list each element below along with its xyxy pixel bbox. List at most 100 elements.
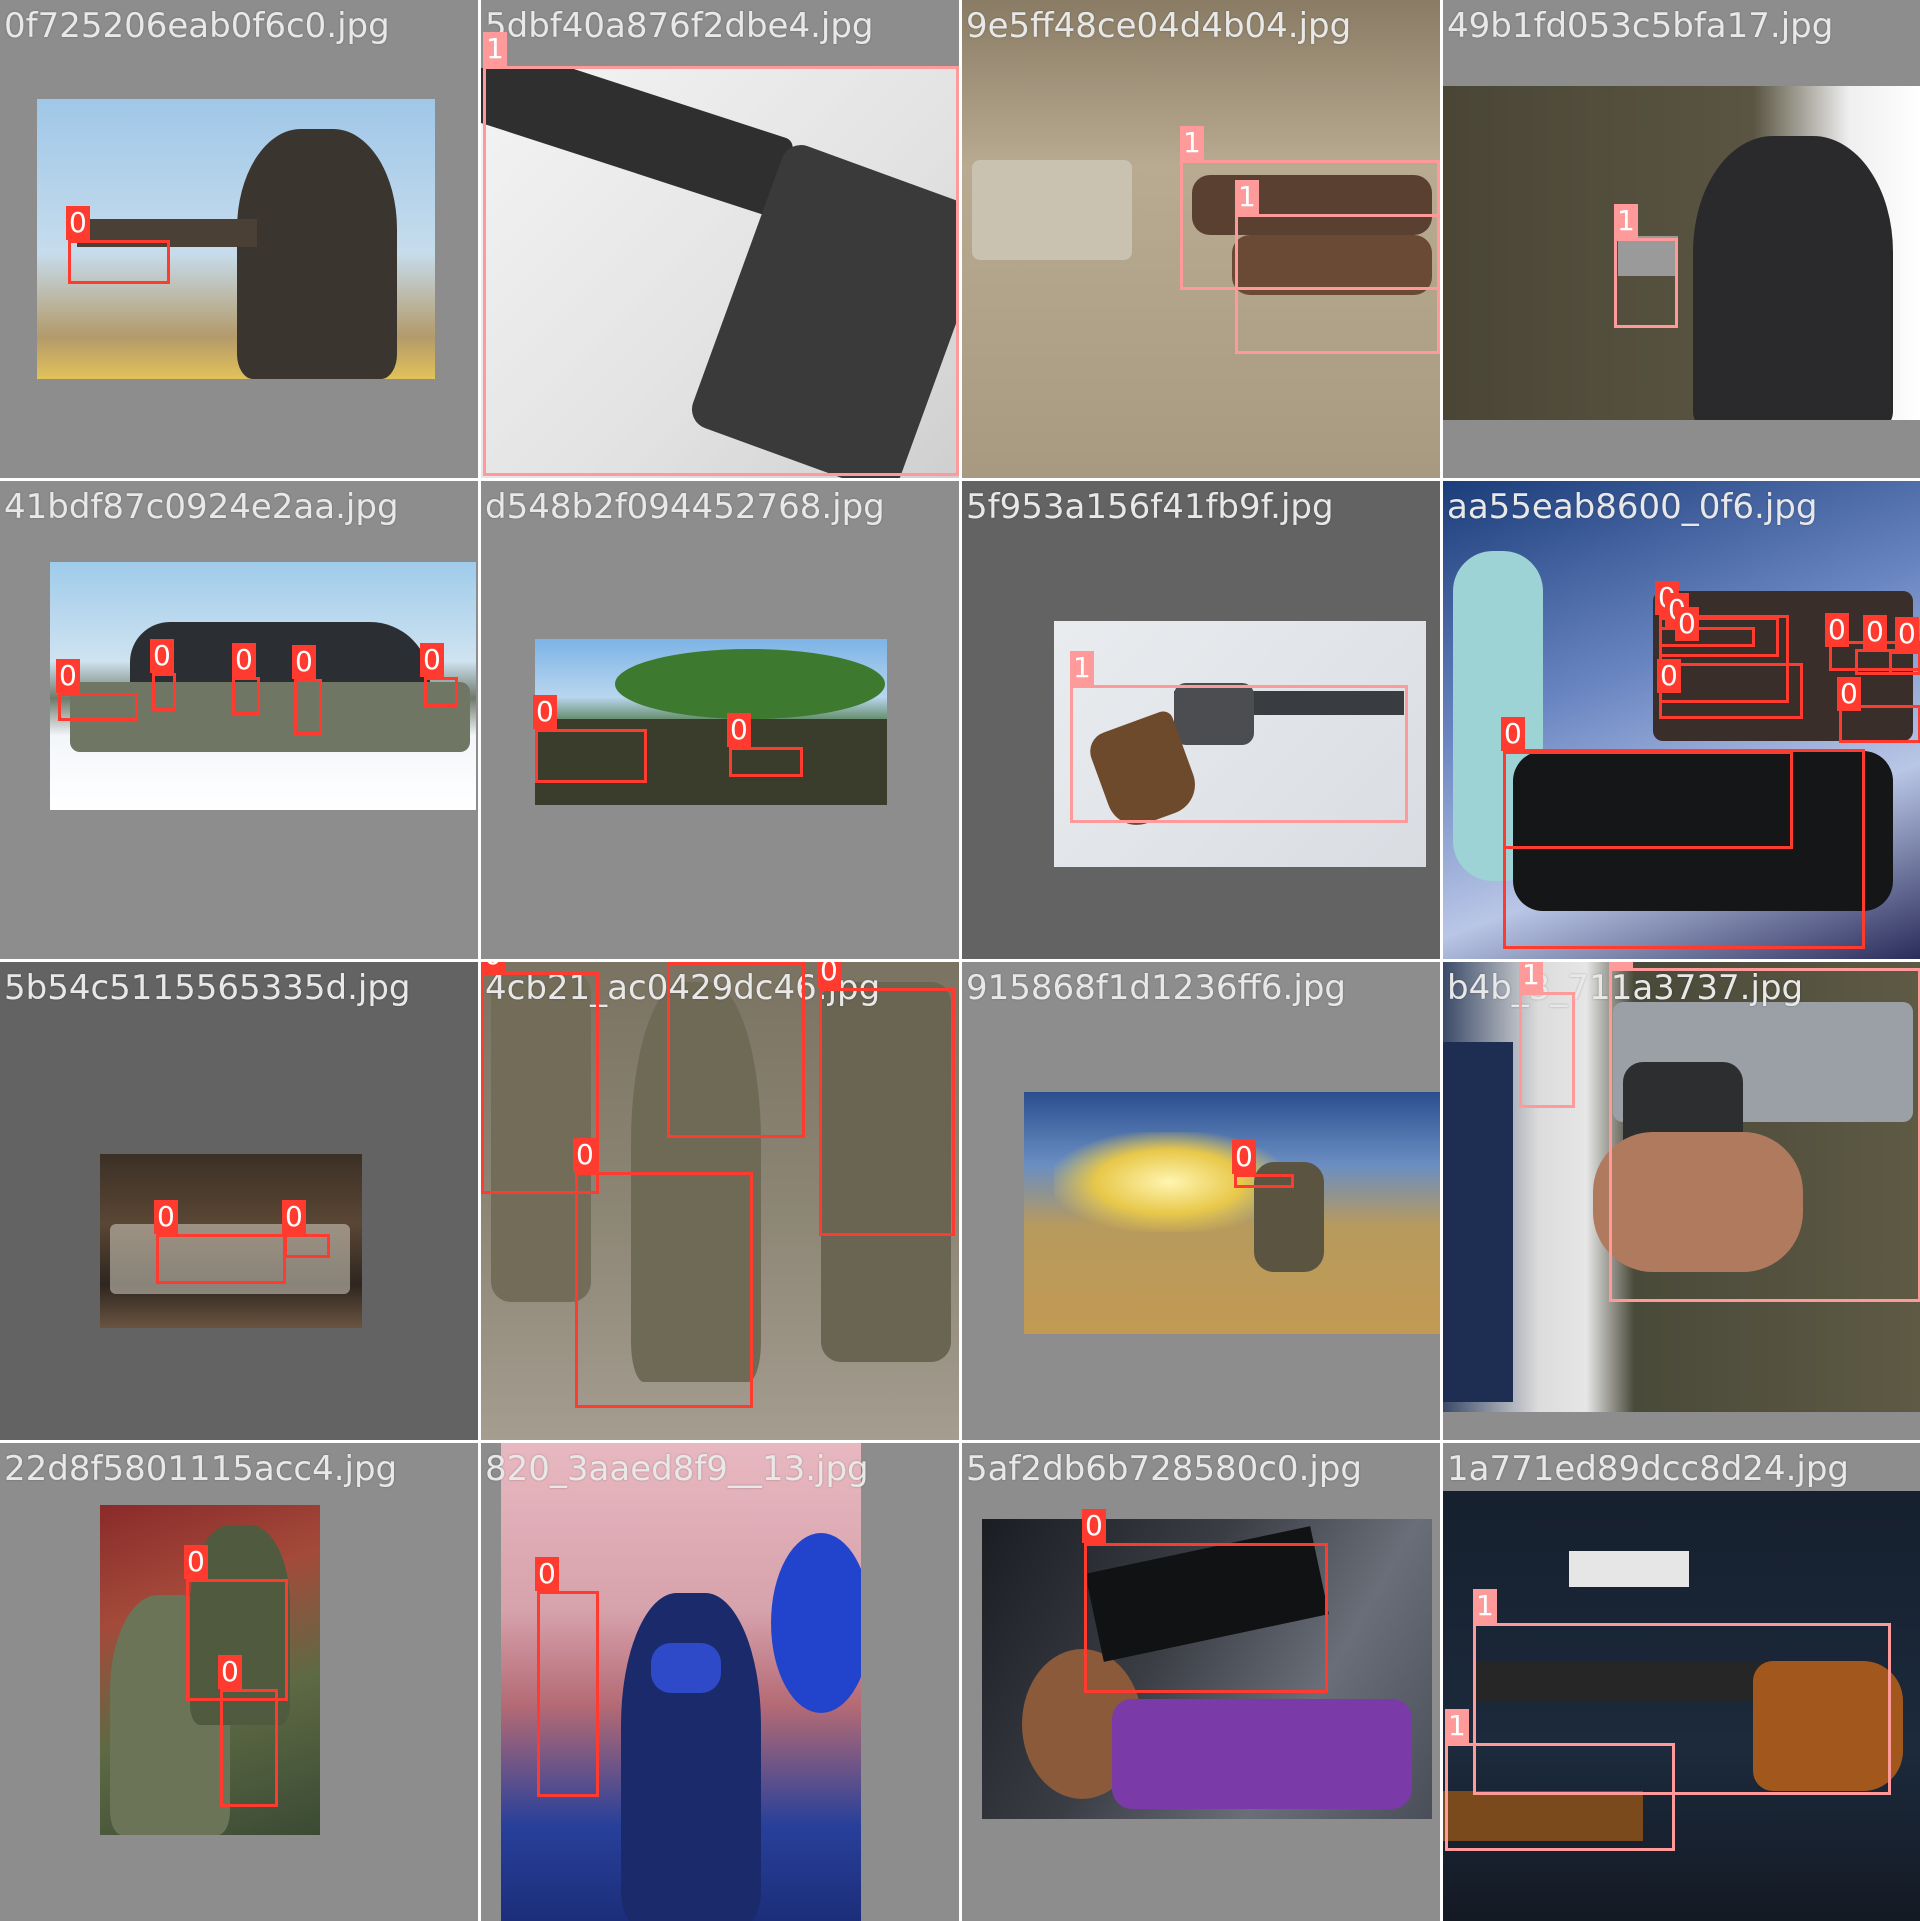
pistol xyxy=(1618,236,1678,276)
filename-label: aa55eab8600_0f6.jpg xyxy=(1447,487,1818,527)
box-label: 1 xyxy=(1235,180,1259,214)
box-class-0 xyxy=(152,673,176,711)
box-class-0 xyxy=(220,1689,278,1807)
box-class-0 xyxy=(819,988,955,1236)
box-class-1 xyxy=(1445,1743,1675,1851)
filename-label: 915868f1d1236ff6.jpg xyxy=(966,968,1346,1008)
filename-label: 49b1fd053c5bfa17.jpg xyxy=(1447,6,1834,46)
box-label: 0 xyxy=(292,645,316,679)
box-class-1 xyxy=(1070,685,1408,823)
filename-label: d548b2f094452768.jpg xyxy=(485,487,885,527)
box-class-1 xyxy=(1614,238,1678,328)
box-label: 0 xyxy=(66,206,90,240)
tile: 915868f1d1236ff6.jpg 0 xyxy=(962,962,1440,1440)
box-label: 1 xyxy=(1519,962,1543,992)
box-label: 0 xyxy=(150,639,174,673)
tile: 9e5ff48ce04d4b04.jpg 1 1 xyxy=(962,0,1440,478)
pistol-barrel xyxy=(1475,1661,1775,1701)
box-label: 0 xyxy=(533,695,557,729)
filename-label: 0f725206eab0f6c0.jpg xyxy=(4,6,390,46)
box-label: 0 xyxy=(56,659,80,693)
palm-trees xyxy=(615,649,885,719)
label-card xyxy=(1569,1551,1689,1587)
box-class-1 xyxy=(1519,992,1575,1108)
knives xyxy=(1513,751,1893,911)
photo xyxy=(50,562,476,810)
pistol xyxy=(1232,235,1432,295)
box-label: 0 xyxy=(573,1138,597,1172)
tile: 41bdf87c0924e2aa.jpg 0 0 0 0 0 xyxy=(0,481,478,959)
box-class-0 xyxy=(1084,1543,1328,1693)
box-label: 0 xyxy=(282,1200,306,1234)
box-class-0 xyxy=(1234,1174,1294,1188)
hoodie-person xyxy=(1443,1042,1513,1402)
photo xyxy=(982,1519,1432,1819)
tile: 49b1fd053c5bfa17.jpg 1 xyxy=(1443,0,1920,478)
photo xyxy=(1443,1491,1920,1921)
tile: 5b54c5115565335d.jpg 0 0 xyxy=(0,962,478,1440)
box-class-0 xyxy=(294,679,322,735)
photo xyxy=(501,1443,861,1921)
box-label: 0 xyxy=(1837,677,1861,711)
costume xyxy=(1112,1699,1412,1809)
box-class-0 xyxy=(575,1172,753,1408)
box-class-0 xyxy=(58,693,138,721)
box-class-0 xyxy=(1889,651,1920,675)
photo xyxy=(37,99,435,379)
box-label: 0 xyxy=(154,1200,178,1234)
box-label: 0 xyxy=(218,1655,242,1689)
tile: 0f725206eab0f6c0.jpg 0 xyxy=(0,0,478,478)
box-class-0 xyxy=(1659,627,1755,647)
box-label: 0 xyxy=(420,643,444,677)
box-label: 1 xyxy=(1473,1589,1497,1623)
box-label: 1 xyxy=(483,32,507,66)
box-label: 0 xyxy=(1895,617,1919,651)
pistol-grip xyxy=(1753,1661,1903,1791)
soldier xyxy=(1254,1162,1324,1272)
filename-label: 9e5ff48ce04d4b04.jpg xyxy=(966,6,1352,46)
box-label: 0 xyxy=(481,962,505,972)
box-class-0 xyxy=(535,729,647,783)
box-label: 0 xyxy=(232,643,256,677)
filename-label: 5af2db6b728580c0.jpg xyxy=(966,1449,1362,1489)
tile: 5af2db6b728580c0.jpg 0 xyxy=(962,1443,1440,1921)
photo xyxy=(481,962,959,1440)
rifle xyxy=(1443,1791,1643,1841)
filename-label: 1a771ed89dcc8d24.jpg xyxy=(1447,1449,1849,1489)
filename-label: 5b54c5115565335d.jpg xyxy=(4,968,411,1008)
revolver-cylinder xyxy=(1174,683,1254,745)
photo xyxy=(1054,621,1426,867)
box-class-0 xyxy=(156,1234,286,1284)
box-class-1 xyxy=(1473,1623,1891,1795)
box-label: 1 xyxy=(1070,651,1094,685)
photo xyxy=(535,639,887,805)
box-class-0 xyxy=(667,962,805,1138)
tile: 5dbf40a876f2dbe4.jpg 1 xyxy=(481,0,959,478)
box-class-1 xyxy=(1235,214,1440,354)
box-class-0 xyxy=(424,677,458,707)
box-label: 0 xyxy=(1657,659,1681,693)
box-label: 0 xyxy=(1501,717,1525,751)
photo xyxy=(1443,86,1920,420)
filename-label: 41bdf87c0924e2aa.jpg xyxy=(4,487,399,527)
mask xyxy=(651,1643,721,1693)
box-label: 1 xyxy=(1445,1709,1469,1743)
box-label: 0 xyxy=(1232,1140,1256,1174)
box-label: 0 xyxy=(1825,613,1849,647)
soldiers xyxy=(535,719,887,805)
tile: aa55eab8600_0f6.jpg 0 0 0 0 0 0 0 0 0 xyxy=(1443,481,1920,959)
box-label: 0 xyxy=(184,1545,208,1579)
photo xyxy=(1024,1092,1440,1334)
box-class-0 xyxy=(186,1579,288,1701)
tile: 22d8f5801115acc4.jpg 0 0 xyxy=(0,1443,478,1921)
figure xyxy=(237,129,397,379)
photo xyxy=(1443,962,1920,1412)
box-label: 1 xyxy=(1609,962,1633,968)
hand xyxy=(1593,1132,1803,1272)
filename-label: 5dbf40a876f2dbe4.jpg xyxy=(485,6,874,46)
box-label: 0 xyxy=(817,962,841,988)
box-class-1 xyxy=(483,66,959,476)
box-class-0 xyxy=(68,240,170,284)
pistol xyxy=(1192,175,1432,235)
